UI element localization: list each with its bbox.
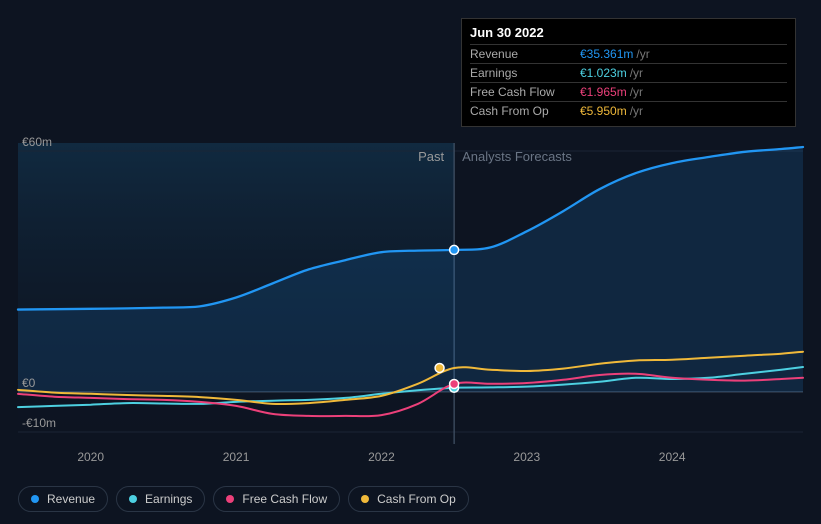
legend-item-free-cash-flow[interactable]: Free Cash Flow — [213, 486, 340, 512]
legend-dot-icon — [31, 495, 39, 503]
legend-item-cash-from-op[interactable]: Cash From Op — [348, 486, 469, 512]
tooltip-unit: /yr — [630, 85, 643, 99]
y-tick-label: €60m — [22, 135, 52, 149]
x-tick-label: 2020 — [77, 450, 104, 464]
tooltip-metric-label: Cash From Op — [470, 104, 580, 118]
tooltip-unit: /yr — [630, 104, 643, 118]
tooltip-row: Free Cash Flow€1.965m/yr — [470, 82, 787, 101]
tooltip-row: Cash From Op€5.950m/yr — [470, 101, 787, 120]
tooltip-metric-label: Earnings — [470, 66, 580, 80]
legend-item-revenue[interactable]: Revenue — [18, 486, 108, 512]
x-tick-label: 2023 — [513, 450, 540, 464]
forecast-section-label: Analysts Forecasts — [462, 149, 572, 164]
legend-label: Earnings — [145, 492, 192, 506]
hover-marker — [435, 363, 444, 372]
financial-forecast-chart: €60m €0 -€10m 2020 2021 2022 2023 2024 Past An… — [0, 0, 821, 524]
legend-label: Revenue — [47, 492, 95, 506]
tooltip-metric-value: €5.950m — [580, 104, 627, 118]
y-tick-label: €0 — [22, 376, 35, 390]
x-tick-label: 2021 — [223, 450, 250, 464]
legend-dot-icon — [361, 495, 369, 503]
tooltip-metric-value: €1.023m — [580, 66, 627, 80]
tooltip-row: Earnings€1.023m/yr — [470, 63, 787, 82]
hover-tooltip: Jun 30 2022 Revenue€35.361m/yrEarnings€1… — [461, 18, 796, 127]
tooltip-metric-value: €1.965m — [580, 85, 627, 99]
legend-label: Free Cash Flow — [242, 492, 327, 506]
tooltip-metric-value: €35.361m — [580, 47, 633, 61]
past-section-label: Past — [418, 149, 444, 164]
hover-marker — [450, 379, 459, 388]
tooltip-unit: /yr — [630, 66, 643, 80]
x-tick-label: 2024 — [659, 450, 686, 464]
y-tick-label: -€10m — [22, 416, 56, 430]
tooltip-metric-label: Free Cash Flow — [470, 85, 580, 99]
legend-item-earnings[interactable]: Earnings — [116, 486, 205, 512]
chart-legend: Revenue Earnings Free Cash Flow Cash From O… — [18, 486, 469, 512]
legend-label: Cash From Op — [377, 492, 456, 506]
hover-marker — [450, 245, 459, 254]
tooltip-date: Jun 30 2022 — [470, 25, 787, 40]
tooltip-metric-label: Revenue — [470, 47, 580, 61]
tooltip-row: Revenue€35.361m/yr — [470, 44, 787, 63]
x-tick-label: 2022 — [368, 450, 395, 464]
legend-dot-icon — [226, 495, 234, 503]
legend-dot-icon — [129, 495, 137, 503]
tooltip-unit: /yr — [636, 47, 649, 61]
